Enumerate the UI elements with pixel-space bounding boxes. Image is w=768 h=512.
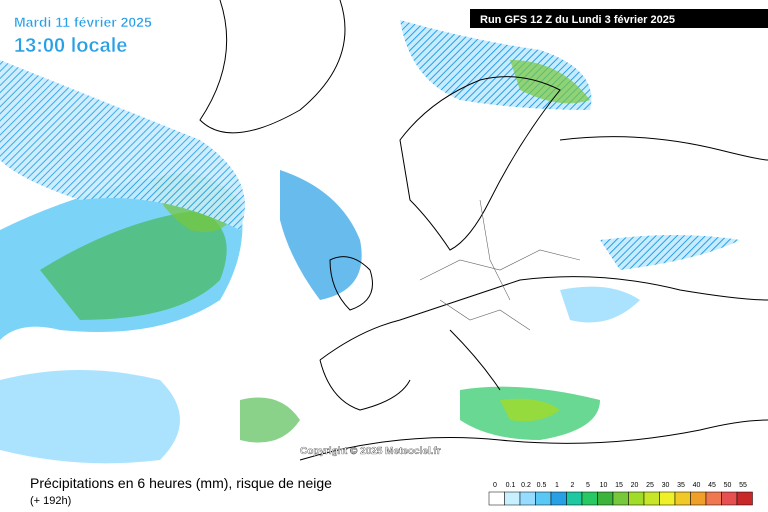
legend-swatch [705,491,722,506]
legend-swatch [488,491,505,506]
legend-tick-label: 55 [739,482,747,489]
legend-swatch [612,491,629,506]
legend-swatch [643,491,660,506]
legend-tick-label: 1 [555,482,559,489]
legend-swatch [550,491,567,506]
legend-swatch [581,491,598,506]
legend-swatch [721,491,738,506]
legend-tick-label: 0.5 [537,482,547,489]
legend-swatch [566,491,583,506]
legend-tick-label: 0 [493,482,497,489]
legend-swatch [519,491,536,506]
run-label: Run GFS 12 Z du Lundi 3 février 2025 [480,14,675,26]
legend-swatch [736,491,753,506]
legend: 0 0.1 0.2 0.5 1 2 5 10 15 20 25 30 35 40 45 50 55 [488,482,753,506]
legend-tick-label: 45 [708,482,716,489]
legend-swatch [690,491,707,506]
legend-tick-label: 10 [600,482,608,489]
legend-tick-label: 20 [631,482,639,489]
date-label: Mardi 11 février 2025 [14,14,152,30]
legend-swatch [535,491,552,506]
coastlines [199,0,768,461]
footer-title: Précipitations en 6 heures (mm), risque … [30,475,332,491]
legend-tick-label: 15 [615,482,623,489]
legend-swatch [504,491,521,506]
legend-tick-label: 0.2 [521,482,531,489]
legend-tick-label: 50 [724,482,732,489]
lead-time: (+ 192h) [30,495,71,507]
legend-tick-label: 25 [646,482,654,489]
legend-tick-label: 2 [571,482,575,489]
legend-swatch [674,491,691,506]
borders [419,199,581,331]
legend-swatch [659,491,676,506]
legend-tick-label: 0.1 [506,482,516,489]
legend-swatch [597,491,614,506]
legend-tick-label: 5 [586,482,590,489]
time-label: 13:00 locale [14,35,127,57]
legend-tick-label: 30 [662,482,670,489]
precipitation [0,20,740,464]
copyright: Copyright © 2025 Meteociel.fr [300,446,441,457]
legend-tick-label: 35 [677,482,685,489]
legend-tick-label: 40 [693,482,701,489]
legend-swatch [628,491,645,506]
run-banner [470,9,768,28]
